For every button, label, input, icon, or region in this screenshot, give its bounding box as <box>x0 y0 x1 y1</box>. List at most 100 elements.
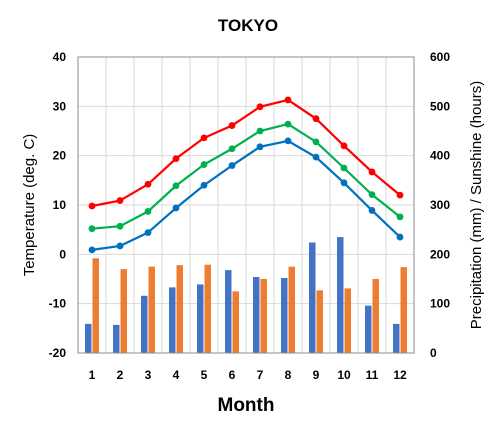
bar <box>253 277 260 353</box>
y-right-tick-label: 500 <box>430 99 450 113</box>
data-point <box>256 143 264 151</box>
bar <box>365 305 372 353</box>
y-right-tick-label: 600 <box>430 50 450 64</box>
data-point <box>340 179 348 187</box>
data-point <box>284 96 292 104</box>
data-point <box>116 242 124 250</box>
data-point <box>368 191 376 199</box>
bar <box>232 291 239 353</box>
y-right-tick-label: 200 <box>430 247 450 261</box>
data-point <box>88 225 96 233</box>
series-line <box>91 98 401 208</box>
bar <box>260 279 267 353</box>
y-right-tick-label: 300 <box>430 198 450 212</box>
data-point <box>256 103 264 111</box>
bar <box>316 290 323 353</box>
data-point <box>340 142 348 150</box>
bar <box>141 295 148 353</box>
data-point <box>116 197 124 204</box>
plot-area-border <box>77 56 415 354</box>
bar <box>372 279 379 353</box>
data-point <box>396 191 404 199</box>
data-point <box>200 181 208 189</box>
chart-title: TOKYO <box>218 16 278 35</box>
y-axis-right-ticks: 0 100 200 300 400 500 600 <box>430 50 450 360</box>
data-point <box>228 145 236 153</box>
data-point <box>200 134 208 142</box>
bar <box>281 278 288 353</box>
data-point <box>312 153 320 161</box>
data-point <box>172 204 180 212</box>
data-point <box>88 246 96 254</box>
grid <box>78 56 414 354</box>
bar <box>393 323 400 353</box>
data-point <box>172 155 180 163</box>
bar <box>204 264 211 353</box>
bar <box>309 242 316 353</box>
data-point <box>284 137 292 145</box>
x-tick-label: 9 <box>313 368 320 382</box>
data-point <box>144 229 152 237</box>
x-axis-label: Month <box>218 395 275 416</box>
bar <box>197 284 204 353</box>
data-point <box>284 120 292 128</box>
y-left-tick-label: -10 <box>49 297 67 311</box>
x-axis-ticks: 1 2 3 4 5 6 7 8 9 10 11 12 <box>89 368 407 382</box>
bar <box>288 266 295 353</box>
y-left-tick-label: -20 <box>49 346 67 360</box>
y-right-tick-label: 400 <box>430 149 450 163</box>
bar <box>148 266 155 353</box>
data-point <box>172 182 180 190</box>
x-tick-label: 11 <box>366 368 379 382</box>
y-left-tick-label: 0 <box>59 247 66 261</box>
data-point <box>368 168 376 176</box>
bar <box>120 269 127 353</box>
data-point <box>312 115 320 123</box>
data-point <box>312 138 320 146</box>
y-axis-right-label: Precipitation (mm) / Sunshine (hours) <box>468 81 485 329</box>
data-point <box>228 162 236 169</box>
data-point <box>396 213 404 221</box>
x-tick-label: 3 <box>145 368 152 382</box>
x-tick-label: 1 <box>89 368 96 382</box>
data-point <box>88 202 96 210</box>
bar <box>169 287 176 353</box>
series-line <box>91 139 401 251</box>
x-tick-label: 7 <box>257 368 264 382</box>
series-line <box>91 122 401 230</box>
y-left-tick-label: 10 <box>53 198 67 212</box>
y-axis-left-label: Temperature (deg. C) <box>21 134 38 277</box>
data-point <box>256 127 264 135</box>
x-tick-label: 5 <box>201 368 208 382</box>
bar <box>113 324 120 353</box>
data-point <box>228 122 236 129</box>
data-point <box>368 207 376 214</box>
bar <box>85 323 92 353</box>
y-right-tick-label: 0 <box>430 346 437 360</box>
data-point <box>340 164 348 172</box>
y-left-tick-label: 20 <box>53 149 67 163</box>
data-point <box>200 161 208 168</box>
y-left-tick-label: 40 <box>53 50 67 64</box>
bar <box>344 288 351 353</box>
x-tick-label: 4 <box>173 368 180 382</box>
y-axis-left-ticks: -20 -10 0 10 20 30 40 <box>49 50 67 360</box>
bar <box>92 258 99 353</box>
y-left-tick-label: 30 <box>53 99 67 113</box>
data-point <box>396 233 404 241</box>
bar <box>400 267 407 353</box>
bar <box>225 270 232 353</box>
data-point <box>116 222 124 230</box>
x-tick-label: 8 <box>285 368 292 382</box>
data-point <box>144 208 152 215</box>
bar <box>176 265 183 353</box>
data-point <box>144 180 152 188</box>
bar-series-group <box>85 237 407 353</box>
bar <box>337 237 344 353</box>
x-tick-label: 10 <box>337 368 351 382</box>
x-tick-label: 6 <box>229 368 236 382</box>
x-tick-label: 2 <box>117 368 124 382</box>
line-series-group <box>88 96 404 254</box>
y-right-tick-label: 100 <box>430 297 450 311</box>
